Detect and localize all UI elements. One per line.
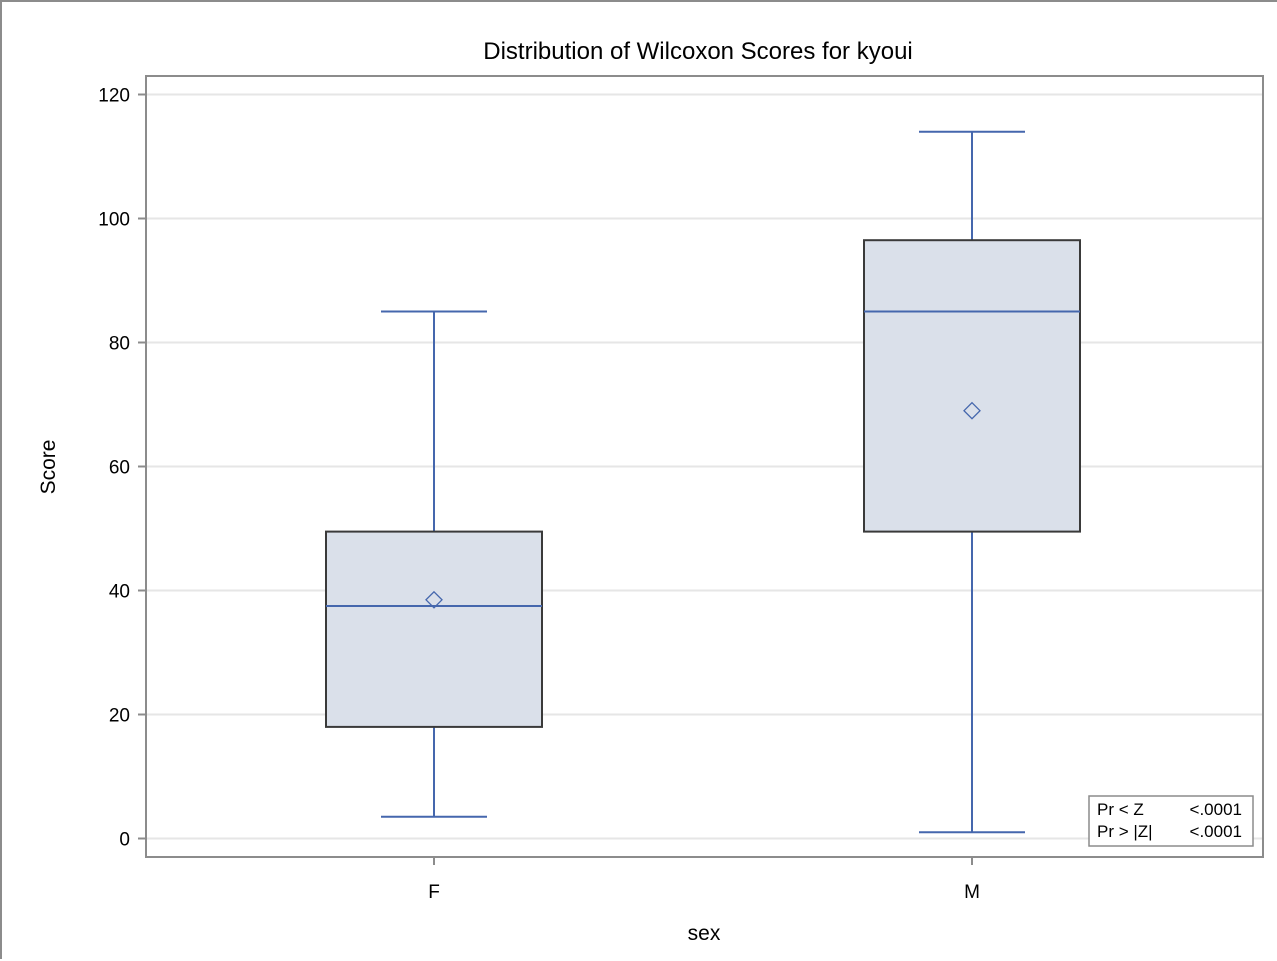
box-iqr-M — [863, 239, 1081, 533]
y-tick-label-80: 80 — [109, 334, 130, 355]
inset-value-1: <.0001 — [1190, 822, 1242, 841]
inset-border — [1088, 795, 1254, 847]
y-axis-ticks: 0 20 40 60 80 100 120 — [98, 86, 146, 851]
y-tick-label-100: 100 — [98, 210, 130, 231]
inset-value-0: <.0001 — [1190, 800, 1242, 819]
box-group-M — [863, 130, 1081, 834]
box-iqr-F — [325, 530, 543, 728]
y-tick-label-0: 0 — [119, 830, 130, 851]
y-tick-label-60: 60 — [109, 458, 130, 479]
x-tick-label-F: F — [428, 882, 440, 903]
box-group-F — [325, 310, 543, 818]
inset-label-1: Pr > |Z| — [1097, 822, 1153, 841]
x-axis-label: sex — [688, 922, 721, 945]
grid-lines — [147, 93, 1262, 840]
inset-label-0: Pr < Z — [1097, 800, 1144, 819]
x-tick-label-M: M — [964, 882, 980, 903]
y-axis-label: Score — [37, 440, 60, 495]
mean-marker-M — [963, 401, 981, 420]
pvalue-inset: Pr < Z <.0001 Pr > |Z| <.0001 — [1088, 795, 1254, 847]
y-tick-label-120: 120 — [98, 86, 130, 107]
y-tick-label-40: 40 — [109, 582, 130, 603]
mean-marker-F — [425, 590, 443, 609]
box-series — [325, 130, 1081, 834]
chart-title: Distribution of Wilcoxon Scores for kyou… — [483, 38, 913, 65]
y-tick-label-20: 20 — [109, 706, 130, 727]
